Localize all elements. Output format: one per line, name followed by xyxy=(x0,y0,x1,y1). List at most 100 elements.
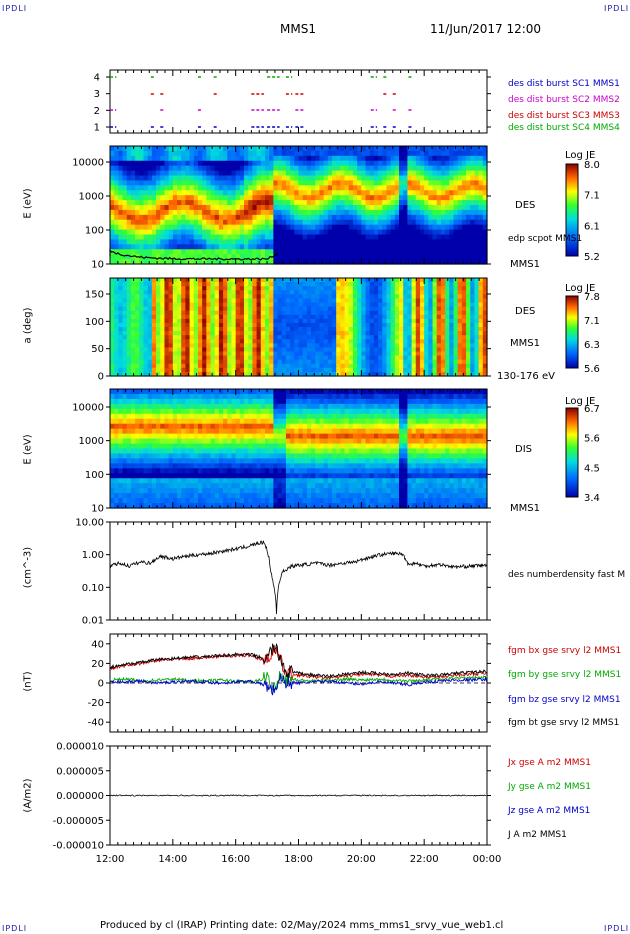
pitch-cell xyxy=(373,294,379,300)
des-cell xyxy=(340,244,346,250)
pitch-cell xyxy=(156,306,161,312)
pitch-cell xyxy=(110,327,115,332)
pitch-cell xyxy=(227,367,233,373)
des-cell xyxy=(281,229,287,236)
pitch-cell xyxy=(407,286,413,291)
pitch-cell xyxy=(415,318,421,324)
pitch-cell xyxy=(415,367,421,373)
des-cell xyxy=(466,160,471,167)
pitch-cell xyxy=(147,294,153,300)
pitch-cell xyxy=(256,322,262,328)
pitch-cell xyxy=(440,363,446,369)
des-cell xyxy=(202,160,207,167)
des-cell xyxy=(235,249,241,255)
des-cell xyxy=(294,185,300,191)
des-cell xyxy=(315,244,321,250)
pitch-cell xyxy=(294,294,300,300)
pitch-cell xyxy=(177,351,182,357)
pitch-cell xyxy=(399,318,404,324)
des-cell xyxy=(160,155,166,162)
pitch-cell xyxy=(340,306,346,312)
des-cell xyxy=(214,214,220,221)
des-cell xyxy=(457,155,463,162)
pitch-cell xyxy=(252,306,258,312)
pitch-cell xyxy=(302,359,308,365)
des-cell xyxy=(281,219,287,226)
des-cell xyxy=(151,254,157,260)
des-cell xyxy=(181,150,186,157)
des-cell xyxy=(407,195,413,201)
pitch-cell xyxy=(256,367,262,373)
pitch-cell xyxy=(269,290,274,295)
dis-cell xyxy=(135,438,140,445)
pitch-cell xyxy=(260,335,266,340)
des-cell xyxy=(118,214,124,221)
dis-cell xyxy=(122,468,128,474)
pitch-cell xyxy=(202,363,207,369)
pitch-cell xyxy=(248,351,254,357)
des-cell xyxy=(449,170,455,177)
pitch-cell xyxy=(210,278,216,283)
pitch-cell xyxy=(457,371,463,377)
des-cell xyxy=(365,200,371,206)
dis-cell xyxy=(139,428,145,435)
des-cell xyxy=(361,244,367,250)
des-cell xyxy=(369,249,375,255)
des-cell xyxy=(147,234,153,241)
pitch-cell xyxy=(252,286,258,291)
des-cell xyxy=(352,180,358,186)
des-cell xyxy=(164,195,170,201)
des-cell xyxy=(135,239,140,245)
pitch-cell xyxy=(415,314,421,320)
pitch-cell xyxy=(294,310,300,316)
pitch-cell xyxy=(378,335,383,340)
des-cell xyxy=(436,155,442,162)
des-cell xyxy=(382,239,388,245)
des-cell xyxy=(378,249,383,255)
pitch-cell xyxy=(298,335,304,340)
des-cell xyxy=(235,185,241,191)
pitch-cell xyxy=(348,327,354,332)
des-cell xyxy=(407,200,413,206)
des-cell xyxy=(193,150,199,157)
pitch-colorbar xyxy=(565,295,579,369)
pitch-cell xyxy=(348,286,354,291)
des-cell xyxy=(118,249,124,255)
des-cell xyxy=(273,200,279,206)
pitch-cell xyxy=(399,290,404,295)
pitch-cell xyxy=(214,314,220,320)
des-cell xyxy=(336,234,341,241)
pitch-cell xyxy=(126,331,132,336)
des-cell xyxy=(482,229,488,236)
pitch-cell xyxy=(432,367,438,373)
des-cell xyxy=(185,200,191,206)
pitch-cell xyxy=(202,359,207,365)
pitch-cell xyxy=(386,314,392,320)
pitch-cell xyxy=(457,322,463,328)
pitch-cell xyxy=(332,351,337,357)
pitch-cell xyxy=(214,347,220,353)
des-cell xyxy=(344,224,350,231)
pitch-cell xyxy=(357,347,362,353)
pitch-cell xyxy=(135,363,140,369)
des-cell xyxy=(206,150,212,157)
dis-cell xyxy=(143,428,149,435)
pitch-cell xyxy=(235,290,241,295)
des-cell xyxy=(478,205,484,211)
des-cell xyxy=(386,219,392,226)
des-cell xyxy=(260,190,266,196)
des-cell xyxy=(306,239,312,245)
des-cell xyxy=(399,200,404,206)
pitch-cell xyxy=(399,331,404,336)
pitch-cell xyxy=(319,359,325,365)
pitch-cell xyxy=(193,302,199,308)
des-cell xyxy=(466,224,471,231)
pitch-cell xyxy=(235,286,241,291)
dis-cell xyxy=(110,468,115,474)
pitch-cell xyxy=(110,310,115,316)
des-cell xyxy=(223,214,228,221)
des-cell xyxy=(390,239,396,245)
pitch-cell xyxy=(168,310,174,316)
des-cell xyxy=(210,209,216,216)
pitch-cell xyxy=(453,294,459,300)
